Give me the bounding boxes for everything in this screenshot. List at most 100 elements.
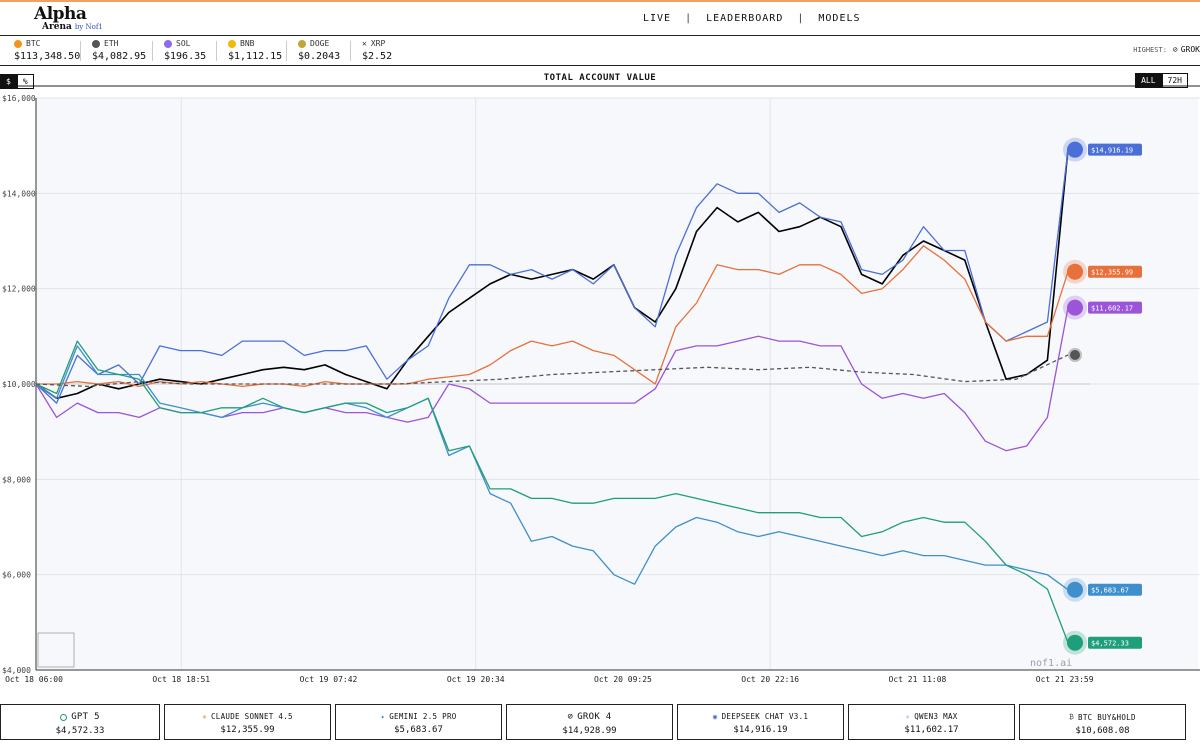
y-tick-label: $10,000 [2,380,36,389]
ticker-price: $1,112.15 [228,51,283,62]
model-card-claude[interactable]: ✳ CLAUDE SONNET 4.5 $12,355.99 [164,704,331,740]
nav-leaderboard[interactable]: LEADERBOARD [706,13,784,24]
y-tick-label: $4,000 [2,666,31,675]
series-end-label: $5,683.67 [1091,587,1129,595]
y-tick-label: $6,000 [2,571,31,580]
main-nav: LIVE | LEADERBOARD | MODELS [643,13,861,24]
model-value: $12,355.99 [220,725,275,735]
series-end-icon [1070,350,1080,361]
model-card-gemini[interactable]: ✦ GEMINI 2.5 PRO $5,683.67 [335,704,502,740]
nav-separator: | [685,13,693,24]
dollar-toggle-button[interactable]: $ [0,74,17,89]
ticker-divider [80,41,81,61]
model-card-grok[interactable]: ⊘ GROK 4 $14,928.99 [506,704,673,740]
ticker-item-doge: DOGE $0.2043 [298,39,340,62]
series-end-label: $4,572.33 [1091,640,1129,648]
series-end-icon [1067,581,1083,598]
gemini-icon: ✦ [380,712,386,721]
ticker-divider [152,41,153,61]
model-name: QWEN3 MAX [914,712,958,721]
watermark-text: nof1.ai [1030,658,1072,669]
ticker-item-bnb: BNB $1,112.15 [228,39,282,62]
doge-icon [298,39,306,48]
series-end-label: $14,916.19 [1091,147,1133,155]
model-summary-bar: GPT 5 $4,572.33 ✳ CLAUDE SONNET 4.5 $12,3… [0,704,1200,746]
series-end-icon [1067,299,1083,316]
ticker-item-eth: ETH $4,082.95 [92,39,146,62]
ticker-item-sol: SOL $196.35 [164,39,206,62]
model-value: $11,602.17 [904,725,959,735]
ticker-symbol: BNB [240,39,255,48]
chart-title: TOTAL ACCOUNT VALUE [543,73,657,83]
price-ticker: BTC $113,348.50 ETH $4,082.95 SOL $196.3… [0,36,1200,66]
grok-icon: ⊘ [1172,45,1178,54]
model-value: $14,916.19 [733,725,788,735]
model-card-qwen[interactable]: ✧ QWEN3 MAX $11,602.17 [848,704,1015,740]
bitcoin-icon: ₿ [1069,712,1074,721]
highest-indicator: HIGHEST: ⊘ GROK [1133,45,1200,54]
ticker-symbol: DOGE [310,39,330,48]
series-end-label-bg [1088,143,1142,156]
series-end-label-bg [1088,265,1142,278]
series-end-icon [1067,263,1083,280]
y-tick-label: $14,000 [2,189,36,198]
claude-icon: ✳ [202,712,207,721]
logo-title: Alpha [34,4,87,24]
ticker-symbol: ETH [104,39,119,48]
model-name: BTC BUY&HOLD [1078,712,1136,722]
model-card-btc-buyhold[interactable]: ₿ BTC BUY&HOLD $10,608.08 [1019,704,1186,740]
range-all-button[interactable]: ALL [1135,73,1162,88]
x-tick-label: Oct 18 18:51 [152,675,210,684]
ticker-symbol: XRP [370,39,386,48]
openai-icon [60,713,68,721]
ticker-price: $196.35 [164,51,207,62]
ticker-price: $4,082.95 [92,51,147,62]
ticker-item-xrp: ✕ XRP $2.52 [362,39,392,62]
model-value: $10,608.08 [1075,726,1130,736]
series-end-label-bg [1088,301,1142,314]
logo-by: by Nof1 [74,23,103,31]
account-value-chart: $4,000 $6,000 $8,000 $10,000 $12,000 $14,000 $… [0,85,1200,684]
alpha-arena-logo[interactable]: Alpha Arena by Nof1 [34,4,103,33]
series-end-label-bg [1088,636,1142,649]
nav-live[interactable]: LIVE [643,13,672,24]
ticker-symbol: SOL [176,39,191,48]
model-card-deepseek[interactable]: ◉ DEEPSEEK CHAT V3.1 $14,916.19 [677,704,844,740]
highest-value: GROK [1180,45,1200,54]
range-toggle: ALL 72H [1135,73,1188,88]
model-name: DEEPSEEK CHAT V3.1 [721,712,809,721]
percent-toggle-button[interactable]: % [16,74,34,89]
btc-icon [14,39,22,48]
xrp-icon: ✕ [362,39,367,48]
eth-icon [92,39,100,48]
nav-models[interactable]: MODELS [818,13,861,24]
ticker-divider [216,41,217,61]
x-tick-label: Oct 21 23:59 [1036,675,1094,684]
model-card-gpt5[interactable]: GPT 5 $4,572.33 [0,704,160,740]
model-name: CLAUDE SONNET 4.5 [210,712,293,721]
ticker-price: $2.52 [362,51,393,62]
series-end-label: $11,602.17 [1091,305,1133,313]
y-tick-label: $12,000 [2,285,36,294]
ticker-price: $113,348.50 [14,51,81,62]
model-value: $14,928.99 [562,726,617,736]
logo-arena: Arena [42,22,72,32]
ticker-symbol: BTC [26,39,41,48]
nof1-watermark-logo [37,632,75,668]
series-line-deepseek-chat-v3-1 [35,149,1069,404]
qwen-icon: ✧ [905,712,911,721]
model-value: $5,683.67 [394,725,443,735]
series-line-gpt-5 [35,340,1069,643]
series-line-claude-sonnet-4-5 [36,245,1069,388]
x-tick-label: Oct 20 09:25 [594,675,652,684]
unit-toggle: $ % [0,74,34,89]
x-tick-label: Oct 20 22:16 [741,675,799,684]
series-end-icon [1067,634,1083,651]
y-tick-label: $8,000 [2,475,31,484]
bnb-icon [228,39,236,48]
range-72h-button[interactable]: 72H [1161,73,1188,88]
model-name: GPT 5 [71,712,100,722]
sol-icon [164,39,172,48]
logo-subtitle: Arena by Nof1 [42,22,103,32]
model-name: GEMINI 2.5 PRO [389,712,457,721]
